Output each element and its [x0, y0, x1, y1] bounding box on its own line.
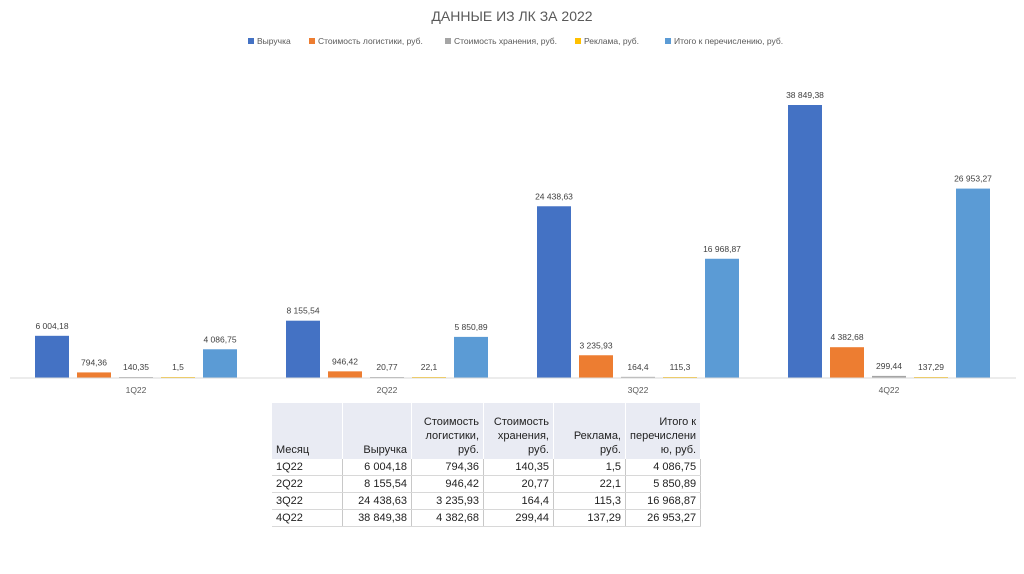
data-label-1Q22-s4: 4 086,75 [203, 334, 236, 344]
table-header-3: Стоимость хранения, руб. [483, 403, 554, 459]
legend-swatch-2 [445, 38, 451, 44]
table-cell-value: 8 155,54 [342, 475, 412, 493]
legend-swatch-4 [665, 38, 671, 44]
table-header-1: Выручка [342, 403, 412, 459]
bar-2Q22-s1 [328, 371, 362, 378]
data-label-1Q22-s0: 6 004,18 [35, 321, 68, 331]
table-cell-value: 20,77 [483, 475, 554, 493]
data-label-2Q22-s3: 22,1 [421, 362, 438, 372]
table-row: 3Q22 24 438,63 3 235,93 164,4 115,3 16 968,87 [272, 492, 702, 510]
data-label-1Q22-s2: 140,35 [123, 362, 149, 372]
bar-2Q22-s0 [286, 320, 320, 378]
data-label-4Q22-s4: 26 953,27 [954, 174, 992, 184]
legend-label-1: Стоимость логистики, руб. [318, 36, 423, 46]
data-label-3Q22-s2: 164,4 [627, 362, 649, 372]
table-cell-value: 26 953,27 [625, 509, 702, 527]
table-cell-value: 140,35 [483, 459, 554, 476]
table-cell-value: 6 004,18 [342, 459, 412, 476]
table-cell-value: 794,36 [411, 459, 484, 476]
bar-4Q22-s2 [872, 375, 906, 378]
data-label-4Q22-s3: 137,29 [918, 362, 944, 372]
bar-3Q22-s4 [705, 258, 739, 378]
data-label-2Q22-s4: 5 850,89 [454, 322, 487, 332]
data-label-3Q22-s0: 24 438,63 [535, 191, 573, 201]
bars-group: 6 004,18 794,36 140,35 1,5 4 086,75 8 155,54 9… [35, 90, 992, 378]
table-cell-value: 946,42 [411, 475, 484, 493]
table-cell-value: 16 968,87 [625, 492, 702, 510]
table-cell-value: 164,4 [483, 492, 554, 510]
bar-3Q22-s2 [621, 376, 655, 378]
table-header-row: Месяц Выручка Стоимость логистики, руб. Стоим… [272, 403, 702, 459]
legend-swatch-1 [309, 38, 315, 44]
table-cell-value: 1,5 [553, 459, 626, 476]
chart-title: ДАННЫЕ ИЗ ЛК ЗА 2022 [431, 8, 592, 24]
data-label-1Q22-s3: 1,5 [172, 362, 184, 372]
category-label-2Q22: 2Q22 [377, 385, 398, 395]
table-cell-value: 38 849,38 [342, 509, 412, 527]
table-row: 1Q22 6 004,18 794,36 140,35 1,5 4 086,75 [272, 459, 702, 476]
table-cell-value: 4 086,75 [625, 459, 702, 476]
legend-swatch-3 [575, 38, 581, 44]
table-cell-value: 115,3 [553, 492, 626, 510]
table-body: 1Q22 6 004,18 794,36 140,35 1,5 4 086,75 2Q22 8… [272, 459, 702, 527]
data-label-3Q22-s4: 16 968,87 [703, 244, 741, 254]
category-label-4Q22: 4Q22 [879, 385, 900, 395]
legend: Выручка Стоимость логистики, руб. Стоимост… [248, 36, 783, 46]
data-label-1Q22-s1: 794,36 [81, 357, 107, 367]
table-row: 2Q22 8 155,54 946,42 20,77 22,1 5 850,89 [272, 475, 702, 493]
table-cell-value: 24 438,63 [342, 492, 412, 510]
table-header-2: Стоимость логистики, руб. [411, 403, 484, 459]
table-cell-value: 3 235,93 [411, 492, 484, 510]
table-cell-value: 137,29 [553, 509, 626, 527]
bar-4Q22-s0 [788, 105, 822, 378]
bar-1Q22-s1 [77, 372, 111, 378]
table-header-0: Месяц [272, 403, 343, 459]
table-cell-value: 5 850,89 [625, 475, 702, 493]
data-label-4Q22-s1: 4 382,68 [830, 332, 863, 342]
bar-1Q22-s4 [203, 349, 237, 378]
data-label-4Q22-s2: 299,44 [876, 361, 902, 371]
bar-3Q22-s1 [579, 355, 613, 378]
bar-3Q22-s0 [537, 206, 571, 378]
data-label-2Q22-s1: 946,42 [332, 356, 358, 366]
data-label-2Q22-s0: 8 155,54 [286, 306, 319, 316]
category-label-1Q22: 1Q22 [126, 385, 147, 395]
bar-1Q22-s0 [35, 335, 69, 378]
table-cell-quarter: 3Q22 [272, 492, 343, 510]
category-label-3Q22: 3Q22 [628, 385, 649, 395]
legend-label-4: Итого к перечислению, руб. [674, 36, 783, 46]
table-header-4: Реклама, руб. [553, 403, 626, 459]
data-label-4Q22-s0: 38 849,38 [786, 90, 824, 100]
legend-label-3: Реклама, руб. [584, 36, 639, 46]
data-label-3Q22-s1: 3 235,93 [579, 340, 612, 350]
table-cell-value: 4 382,68 [411, 509, 484, 527]
table-cell-quarter: 2Q22 [272, 475, 343, 493]
legend-swatch-0 [248, 38, 254, 44]
table-cell-value: 299,44 [483, 509, 554, 527]
data-label-3Q22-s3: 115,3 [670, 362, 691, 372]
table-header-5: Итого к перечислени ю, руб. [625, 403, 702, 459]
table-row: 4Q22 38 849,38 4 382,68 299,44 137,29 26 953,… [272, 509, 702, 527]
data-label-2Q22-s2: 20,77 [376, 362, 398, 372]
bar-2Q22-s4 [454, 336, 488, 378]
category-labels: 1Q22 2Q22 3Q22 4Q22 [126, 385, 900, 395]
table-cell-quarter: 4Q22 [272, 509, 343, 527]
bar-4Q22-s4 [956, 188, 990, 378]
data-table: Месяц Выручка Стоимость логистики, руб. Стоим… [272, 403, 702, 527]
legend-label-2: Стоимость хранения, руб. [454, 36, 557, 46]
table-cell-value: 22,1 [553, 475, 626, 493]
legend-label-0: Выручка [257, 36, 291, 46]
bar-4Q22-s1 [830, 347, 864, 378]
table-cell-quarter: 1Q22 [272, 459, 343, 476]
